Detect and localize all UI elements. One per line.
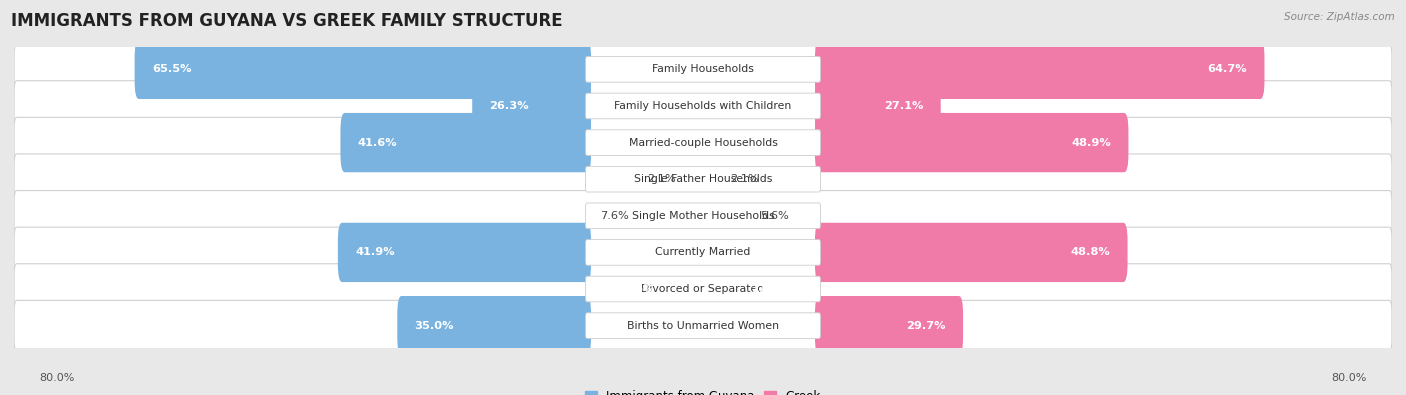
FancyBboxPatch shape: [14, 81, 1392, 131]
FancyBboxPatch shape: [585, 240, 821, 265]
Text: 80.0%: 80.0%: [1331, 373, 1367, 383]
Text: IMMIGRANTS FROM GUYANA VS GREEK FAMILY STRUCTURE: IMMIGRANTS FROM GUYANA VS GREEK FAMILY S…: [11, 12, 562, 30]
Text: 35.0%: 35.0%: [415, 321, 454, 331]
Text: 48.9%: 48.9%: [1071, 137, 1111, 148]
Text: Single Mother Households: Single Mother Households: [631, 211, 775, 221]
FancyBboxPatch shape: [340, 113, 591, 172]
FancyBboxPatch shape: [585, 93, 821, 119]
Text: 65.5%: 65.5%: [152, 64, 191, 74]
Text: 48.8%: 48.8%: [1070, 247, 1111, 258]
FancyBboxPatch shape: [585, 166, 821, 192]
FancyBboxPatch shape: [14, 190, 1392, 241]
FancyBboxPatch shape: [135, 40, 591, 99]
FancyBboxPatch shape: [815, 40, 1264, 99]
FancyBboxPatch shape: [14, 300, 1392, 351]
FancyBboxPatch shape: [585, 276, 821, 302]
FancyBboxPatch shape: [14, 227, 1392, 278]
Text: 41.9%: 41.9%: [356, 247, 395, 258]
FancyBboxPatch shape: [472, 76, 591, 135]
FancyBboxPatch shape: [14, 154, 1392, 205]
FancyBboxPatch shape: [585, 56, 821, 82]
Legend: Immigrants from Guyana, Greek: Immigrants from Guyana, Greek: [581, 385, 825, 395]
Text: Family Households with Children: Family Households with Children: [614, 101, 792, 111]
Text: 29.7%: 29.7%: [907, 321, 946, 331]
FancyBboxPatch shape: [337, 223, 591, 282]
Text: 11.6%: 11.6%: [616, 284, 655, 294]
Text: Currently Married: Currently Married: [655, 247, 751, 258]
FancyBboxPatch shape: [14, 264, 1392, 314]
FancyBboxPatch shape: [398, 296, 591, 355]
FancyBboxPatch shape: [815, 113, 1129, 172]
Text: Family Households: Family Households: [652, 64, 754, 74]
Text: 2.1%: 2.1%: [730, 174, 758, 184]
FancyBboxPatch shape: [585, 203, 821, 229]
Text: 64.7%: 64.7%: [1208, 64, 1247, 74]
Text: 41.6%: 41.6%: [357, 137, 398, 148]
FancyBboxPatch shape: [815, 76, 941, 135]
Text: Single Father Households: Single Father Households: [634, 174, 772, 184]
Text: 80.0%: 80.0%: [39, 373, 75, 383]
Text: 7.6%: 7.6%: [600, 211, 628, 221]
FancyBboxPatch shape: [815, 296, 963, 355]
Text: 5.6%: 5.6%: [759, 211, 789, 221]
Text: Divorced or Separated: Divorced or Separated: [641, 284, 765, 294]
Text: Married-couple Households: Married-couple Households: [628, 137, 778, 148]
Text: Source: ZipAtlas.com: Source: ZipAtlas.com: [1284, 12, 1395, 22]
Text: 26.3%: 26.3%: [489, 101, 529, 111]
Text: 27.1%: 27.1%: [884, 101, 924, 111]
Text: 11.7%: 11.7%: [751, 284, 790, 294]
FancyBboxPatch shape: [14, 117, 1392, 168]
Text: 2.1%: 2.1%: [648, 174, 676, 184]
FancyBboxPatch shape: [585, 313, 821, 339]
FancyBboxPatch shape: [815, 223, 1128, 282]
FancyBboxPatch shape: [585, 130, 821, 155]
FancyBboxPatch shape: [14, 44, 1392, 95]
Text: Births to Unmarried Women: Births to Unmarried Women: [627, 321, 779, 331]
